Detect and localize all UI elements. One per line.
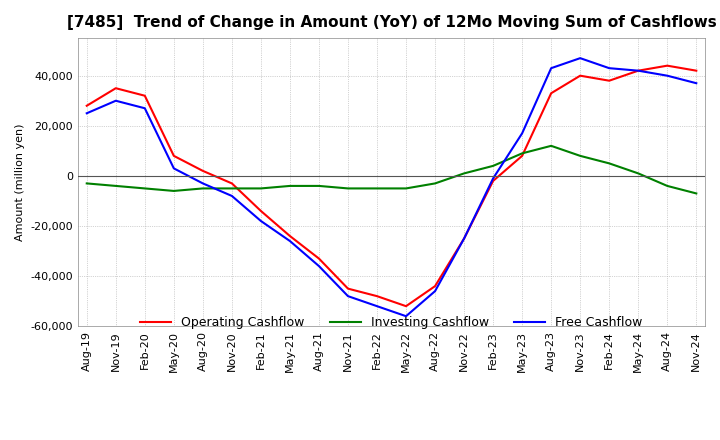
Investing Cashflow <box>199 186 207 191</box>
Investing Cashflow <box>402 186 410 191</box>
Free Cashflow <box>112 98 120 103</box>
Investing Cashflow <box>228 186 236 191</box>
Investing Cashflow <box>663 183 672 189</box>
Free Cashflow <box>140 106 149 111</box>
Investing Cashflow <box>140 186 149 191</box>
Operating Cashflow <box>169 153 178 158</box>
Free Cashflow <box>576 55 585 61</box>
Investing Cashflow <box>373 186 382 191</box>
Operating Cashflow <box>692 68 701 73</box>
Operating Cashflow <box>140 93 149 99</box>
Operating Cashflow <box>576 73 585 78</box>
Investing Cashflow <box>315 183 323 189</box>
Operating Cashflow <box>286 233 294 238</box>
Free Cashflow <box>315 264 323 269</box>
Investing Cashflow <box>460 171 469 176</box>
Free Cashflow <box>228 193 236 198</box>
Free Cashflow <box>373 304 382 309</box>
Operating Cashflow <box>315 256 323 261</box>
Investing Cashflow <box>82 181 91 186</box>
Operating Cashflow <box>605 78 613 83</box>
Operating Cashflow <box>518 153 526 158</box>
Free Cashflow <box>286 238 294 244</box>
Free Cashflow <box>402 314 410 319</box>
Title: [7485]  Trend of Change in Amount (YoY) of 12Mo Moving Sum of Cashflows: [7485] Trend of Change in Amount (YoY) o… <box>67 15 716 30</box>
Investing Cashflow <box>256 186 265 191</box>
Operating Cashflow <box>402 304 410 309</box>
Investing Cashflow <box>576 153 585 158</box>
Operating Cashflow <box>256 208 265 213</box>
Investing Cashflow <box>286 183 294 189</box>
Investing Cashflow <box>692 191 701 196</box>
Operating Cashflow <box>199 168 207 173</box>
Investing Cashflow <box>605 161 613 166</box>
Operating Cashflow <box>547 91 556 96</box>
Free Cashflow <box>256 218 265 224</box>
Investing Cashflow <box>634 171 642 176</box>
Free Cashflow <box>605 66 613 71</box>
Free Cashflow <box>343 293 352 299</box>
Operating Cashflow <box>489 178 498 183</box>
Free Cashflow <box>431 289 439 294</box>
Operating Cashflow <box>112 85 120 91</box>
Free Cashflow <box>518 131 526 136</box>
Y-axis label: Amount (million yen): Amount (million yen) <box>15 123 25 241</box>
Operating Cashflow <box>82 103 91 108</box>
Investing Cashflow <box>343 186 352 191</box>
Free Cashflow <box>169 166 178 171</box>
Investing Cashflow <box>489 163 498 169</box>
Legend: Operating Cashflow, Investing Cashflow, Free Cashflow: Operating Cashflow, Investing Cashflow, … <box>135 312 648 334</box>
Operating Cashflow <box>634 68 642 73</box>
Operating Cashflow <box>460 236 469 241</box>
Line: Investing Cashflow: Investing Cashflow <box>86 146 696 194</box>
Investing Cashflow <box>518 151 526 156</box>
Line: Free Cashflow: Free Cashflow <box>86 58 696 316</box>
Investing Cashflow <box>431 181 439 186</box>
Operating Cashflow <box>431 283 439 289</box>
Operating Cashflow <box>663 63 672 68</box>
Free Cashflow <box>199 181 207 186</box>
Free Cashflow <box>663 73 672 78</box>
Free Cashflow <box>692 81 701 86</box>
Free Cashflow <box>460 236 469 241</box>
Investing Cashflow <box>112 183 120 189</box>
Operating Cashflow <box>228 181 236 186</box>
Free Cashflow <box>489 176 498 181</box>
Line: Operating Cashflow: Operating Cashflow <box>86 66 696 306</box>
Free Cashflow <box>634 68 642 73</box>
Operating Cashflow <box>343 286 352 291</box>
Investing Cashflow <box>169 188 178 194</box>
Free Cashflow <box>547 66 556 71</box>
Investing Cashflow <box>547 143 556 148</box>
Operating Cashflow <box>373 293 382 299</box>
Free Cashflow <box>82 110 91 116</box>
